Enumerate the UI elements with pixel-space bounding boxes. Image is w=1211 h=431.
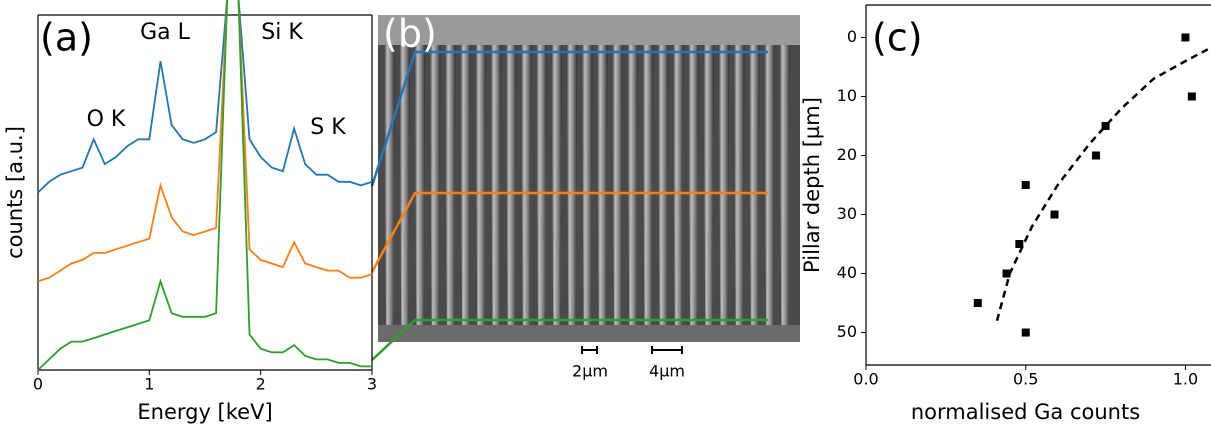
annotation: Ga L — [140, 20, 191, 45]
scale-bar — [652, 346, 682, 354]
x-tick-label: 0 — [33, 375, 43, 394]
x-tick-label: 0.5 — [1013, 370, 1038, 389]
annotation: S K — [310, 115, 346, 140]
y-axis-label: Pillar depth [µm] — [800, 97, 824, 273]
x-tick-label: 1.0 — [1173, 370, 1198, 389]
x-axis-label: Energy [keV] — [137, 400, 272, 424]
annotation: O K — [87, 107, 126, 132]
y-tick-label: 20 — [837, 145, 857, 164]
annotation: Si K — [261, 20, 303, 45]
y-tick-label: 40 — [837, 263, 857, 282]
figure: (b) 2µm 4µm 0 1 2 3 Energy [keV] counts [a.u.… — [0, 0, 1211, 427]
panel-label: (b) — [383, 12, 437, 56]
data-point — [1022, 181, 1030, 189]
data-point — [974, 299, 982, 307]
y-tick-label: 50 — [837, 322, 857, 341]
sem-image — [378, 15, 800, 342]
y-tick-label: 10 — [837, 86, 857, 105]
scale-bar-label: 4µm — [649, 362, 685, 381]
data-point — [1181, 33, 1189, 41]
y-tick-label: 0 — [847, 27, 857, 46]
data-point — [1050, 211, 1058, 219]
data-point — [1188, 92, 1196, 100]
x-tick-label: 0.0 — [853, 370, 878, 389]
y-axis-label: counts [a.u.] — [3, 126, 27, 259]
x-axis-label: normalised Ga counts — [911, 400, 1140, 424]
x-tick-label: 3 — [367, 375, 377, 394]
sem-floor — [378, 325, 800, 342]
scale-bar — [582, 346, 597, 354]
scale-bar-label: 2µm — [572, 362, 608, 381]
x-tick-label: 2 — [256, 375, 266, 394]
y-tick-label: 30 — [837, 204, 857, 223]
panel-label: (a) — [40, 16, 93, 60]
panel-label: (c) — [872, 16, 923, 60]
x-tick-label: 1 — [144, 375, 154, 394]
sem-top-surface — [378, 15, 800, 45]
data-point — [1022, 329, 1030, 337]
data-point — [1092, 151, 1100, 159]
